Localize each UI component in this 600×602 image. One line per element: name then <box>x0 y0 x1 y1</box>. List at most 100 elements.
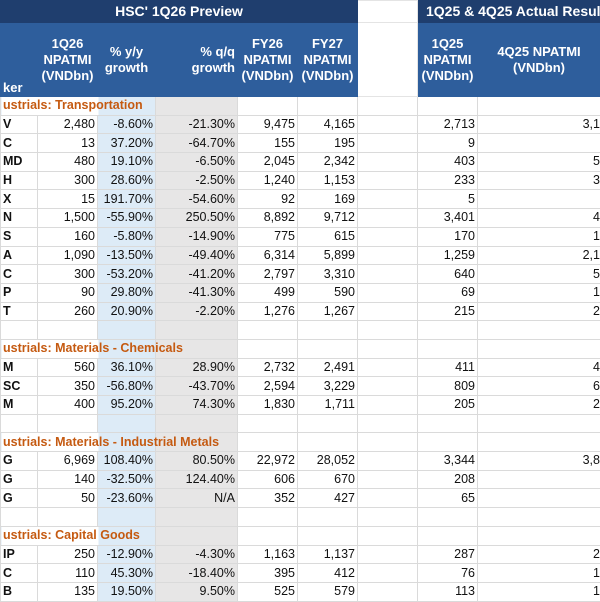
cell-yy[interactable]: -12.90% <box>98 545 156 564</box>
cell-fy26[interactable]: 8,892 <box>238 209 298 228</box>
cell-fy26[interactable]: 1,163 <box>238 545 298 564</box>
cell-ticker[interactable]: M <box>1 396 38 415</box>
cell-q425[interactable]: 2,1 <box>478 246 600 265</box>
cell-q126[interactable]: 350 <box>38 377 98 396</box>
cell-q425[interactable]: 3 <box>478 171 600 190</box>
cell-ticker[interactable]: C <box>1 265 38 284</box>
cell-q125[interactable]: 287 <box>418 545 478 564</box>
cell-qq[interactable]: -43.70% <box>156 377 238 396</box>
cell-fy27[interactable]: 579 <box>298 582 358 601</box>
empty-cell[interactable] <box>418 321 478 340</box>
cell-q126[interactable]: 480 <box>38 153 98 172</box>
section-label[interactable]: ustrials: Transportation <box>1 97 156 116</box>
cell-fy26[interactable]: 155 <box>238 134 298 153</box>
cell-qq[interactable]: -4.30% <box>156 545 238 564</box>
section-label[interactable]: ustrials: Materials - Industrial Metals <box>1 433 156 452</box>
empty-cell[interactable] <box>156 321 238 340</box>
cell-fy26[interactable]: 775 <box>238 227 298 246</box>
empty-cell[interactable] <box>238 433 298 452</box>
cell-q126[interactable]: 260 <box>38 302 98 321</box>
cell-q125[interactable]: 113 <box>418 582 478 601</box>
cell-ticker[interactable]: G <box>1 470 38 489</box>
cell-q125[interactable]: 208 <box>418 470 478 489</box>
empty-cell[interactable] <box>298 508 358 527</box>
cell-ticker[interactable]: V <box>1 115 38 134</box>
cell-q425[interactable]: 1 <box>478 227 600 246</box>
cell-q425[interactable] <box>478 134 600 153</box>
cell-qq[interactable]: 74.30% <box>156 396 238 415</box>
cell-fy27[interactable]: 1,137 <box>298 545 358 564</box>
cell-q126[interactable]: 250 <box>38 545 98 564</box>
cell-qq[interactable]: 9.50% <box>156 582 238 601</box>
cell-qq[interactable]: -21.30% <box>156 115 238 134</box>
cell-q425[interactable]: 5 <box>478 265 600 284</box>
cell-qq[interactable]: 28.90% <box>156 358 238 377</box>
empty-cell[interactable] <box>156 526 238 545</box>
empty-cell[interactable] <box>358 209 418 228</box>
cell-fy26[interactable]: 395 <box>238 564 298 583</box>
empty-cell[interactable] <box>358 545 418 564</box>
cell-fy27[interactable]: 412 <box>298 564 358 583</box>
empty-cell[interactable] <box>298 433 358 452</box>
empty-cell[interactable] <box>238 414 298 433</box>
cell-q125[interactable]: 233 <box>418 171 478 190</box>
cell-fy27[interactable]: 2,491 <box>298 358 358 377</box>
empty-cell[interactable] <box>1 508 38 527</box>
cell-q126[interactable]: 1,500 <box>38 209 98 228</box>
empty-cell[interactable] <box>358 582 418 601</box>
col-header-1q26[interactable]: 1Q26 NPATMI (VNDbn) <box>38 23 98 97</box>
empty-cell[interactable] <box>298 526 358 545</box>
cell-ticker[interactable]: C <box>1 564 38 583</box>
cell-ticker[interactable]: M <box>1 358 38 377</box>
cell-fy27[interactable]: 1,153 <box>298 171 358 190</box>
empty-cell[interactable] <box>358 358 418 377</box>
cell-fy26[interactable]: 1,276 <box>238 302 298 321</box>
cell-q425[interactable] <box>478 489 600 508</box>
empty-cell[interactable] <box>358 302 418 321</box>
empty-cell[interactable] <box>418 339 478 358</box>
cell-q126[interactable]: 160 <box>38 227 98 246</box>
cell-q425[interactable]: 4 <box>478 209 600 228</box>
cell-yy[interactable]: -55.90% <box>98 209 156 228</box>
cell-yy[interactable]: -23.60% <box>98 489 156 508</box>
section-label[interactable]: ustrials: Materials - Chemicals <box>1 339 156 358</box>
empty-cell[interactable] <box>358 564 418 583</box>
cell-fy27[interactable]: 5,899 <box>298 246 358 265</box>
empty-cell[interactable] <box>358 433 418 452</box>
cell-ticker[interactable]: IP <box>1 545 38 564</box>
cell-ticker[interactable]: S <box>1 227 38 246</box>
cell-q425[interactable]: 3,8 <box>478 452 600 471</box>
empty-cell[interactable] <box>358 396 418 415</box>
cell-qq[interactable]: -64.70% <box>156 134 238 153</box>
empty-cell[interactable] <box>358 339 418 358</box>
cell-q126[interactable]: 110 <box>38 564 98 583</box>
cell-q425[interactable]: 6 <box>478 377 600 396</box>
empty-cell[interactable] <box>358 171 418 190</box>
cell-q425[interactable]: 3,1 <box>478 115 600 134</box>
col-header-4q25[interactable]: 4Q25 NPATMI (VNDbn) <box>478 23 600 97</box>
cell-fy27[interactable]: 427 <box>298 489 358 508</box>
empty-cell[interactable] <box>298 339 358 358</box>
cell-yy[interactable]: -5.80% <box>98 227 156 246</box>
cell-fy26[interactable]: 92 <box>238 190 298 209</box>
cell-fy26[interactable]: 1,830 <box>238 396 298 415</box>
cell-q425[interactable]: 5 <box>478 153 600 172</box>
cell-q126[interactable]: 13 <box>38 134 98 153</box>
empty-cell[interactable] <box>358 508 418 527</box>
cell-q125[interactable]: 205 <box>418 396 478 415</box>
cell-q425[interactable]: 1 <box>478 582 600 601</box>
cell-qq[interactable]: -2.20% <box>156 302 238 321</box>
empty-cell[interactable] <box>98 508 156 527</box>
cell-q126[interactable]: 560 <box>38 358 98 377</box>
cell-ticker[interactable]: P <box>1 283 38 302</box>
cell-ticker[interactable]: B <box>1 582 38 601</box>
empty-cell[interactable] <box>358 526 418 545</box>
col-header-yy[interactable]: % y/y growth <box>98 23 156 97</box>
empty-cell[interactable] <box>238 508 298 527</box>
cell-fy26[interactable]: 9,475 <box>238 115 298 134</box>
empty-cell[interactable] <box>98 321 156 340</box>
cell-q125[interactable]: 640 <box>418 265 478 284</box>
empty-cell[interactable] <box>38 414 98 433</box>
empty-cell[interactable] <box>478 414 600 433</box>
empty-cell[interactable] <box>358 227 418 246</box>
